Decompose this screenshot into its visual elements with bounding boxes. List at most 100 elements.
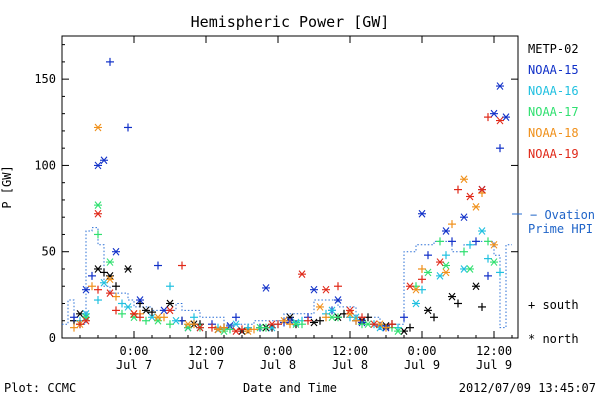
point-north-d2 <box>286 313 294 322</box>
point-south <box>484 113 492 122</box>
point-north <box>460 175 468 184</box>
point-south <box>100 268 108 277</box>
point-north-d2 <box>442 268 450 277</box>
point-north <box>370 320 378 329</box>
point-south <box>484 271 492 280</box>
point-north-d2 <box>334 296 342 304</box>
point-south <box>448 237 456 246</box>
point-south <box>94 296 102 305</box>
x-tick-date-label: Jul 7 <box>116 358 152 372</box>
legend-entry-noaa-16: NOAA-16 <box>528 84 579 98</box>
point-north-d2 <box>460 213 468 222</box>
point-north-d2 <box>82 313 90 322</box>
point-north-d2 <box>268 323 276 332</box>
point-north-d2 <box>106 272 114 280</box>
plot-frame <box>61 35 519 339</box>
point-north-d2 <box>442 261 450 270</box>
legend-entry-noaa-19: NOAA-19 <box>528 147 579 161</box>
point-north-d2 <box>184 320 192 329</box>
point-north-d2 <box>262 284 270 292</box>
point-north-d2 <box>106 258 114 266</box>
point-north-d2 <box>406 282 414 291</box>
point-north-d2 <box>112 247 120 256</box>
point-north <box>280 316 288 325</box>
point-south <box>286 320 294 329</box>
point-north <box>322 285 330 294</box>
point-south <box>454 299 462 308</box>
point-south <box>88 271 96 280</box>
x-tick-time-label: 12:00 <box>476 344 512 358</box>
point-north-d2 <box>94 209 102 218</box>
point-north-d2 <box>496 116 504 125</box>
point-north-d2 <box>214 325 222 334</box>
point-north <box>154 313 162 322</box>
point-south <box>418 264 426 273</box>
point-north <box>232 320 240 329</box>
point-north-d2 <box>136 296 144 304</box>
point-north-d2 <box>292 320 300 329</box>
point-north-d2 <box>94 201 102 209</box>
x-tick-date-label: Jul 8 <box>260 358 296 372</box>
point-south <box>406 323 414 332</box>
legend-south: + south <box>528 298 579 312</box>
point-north-d2 <box>244 327 252 335</box>
point-south <box>226 325 234 334</box>
point-north-d2 <box>412 285 420 294</box>
point-south <box>430 313 438 322</box>
point-north <box>262 284 270 292</box>
point-south <box>250 325 258 334</box>
point-north <box>466 265 474 273</box>
x-tick-date-label: Jul 8 <box>332 358 368 372</box>
point-south <box>208 323 216 332</box>
point-north <box>256 323 264 332</box>
x-tick-time-label: 12:00 <box>188 344 224 358</box>
point-north-d2 <box>364 320 372 329</box>
point-north-d2 <box>310 318 318 327</box>
point-north-d2 <box>268 320 276 329</box>
point-north-d2 <box>394 327 402 335</box>
point-north-d2 <box>82 309 90 318</box>
ovation-layer <box>62 227 512 329</box>
x-tick-time-label: 0:00 <box>264 344 293 358</box>
point-north <box>232 327 240 335</box>
plot-credit: Plot: CCMC <box>4 381 76 395</box>
point-north <box>436 258 444 266</box>
point-north-d2 <box>472 282 480 291</box>
point-south <box>94 285 102 294</box>
point-north <box>106 258 114 266</box>
point-north <box>334 296 342 304</box>
point-south <box>382 323 390 332</box>
point-north <box>316 303 324 311</box>
point-south <box>136 313 144 322</box>
point-north-d2 <box>100 156 108 165</box>
point-north <box>328 306 336 315</box>
point-south <box>448 220 456 229</box>
point-north <box>244 327 252 335</box>
point-north-d2 <box>100 278 108 287</box>
point-south <box>454 185 462 194</box>
point-south <box>94 230 102 239</box>
point-north-d2 <box>376 320 384 329</box>
point-south <box>496 144 504 153</box>
point-north-d2 <box>496 82 504 90</box>
point-north-d2 <box>346 306 354 315</box>
point-north-d2 <box>436 258 444 266</box>
point-north <box>466 192 474 201</box>
legend-entry-noaa-15: NOAA-15 <box>528 63 579 77</box>
point-north-d2 <box>322 285 330 294</box>
point-north-d2 <box>424 306 432 315</box>
point-south <box>472 237 480 246</box>
point-north-d2 <box>328 306 336 315</box>
point-north-d2 <box>82 285 90 294</box>
point-north <box>142 306 150 315</box>
point-north <box>214 325 222 334</box>
point-north <box>94 161 102 170</box>
point-south <box>418 275 426 284</box>
point-north-d2 <box>124 303 132 311</box>
ovation-hpi-line <box>62 227 512 329</box>
x-tick-time-label: 12:00 <box>332 344 368 358</box>
point-south <box>166 282 174 291</box>
point-south <box>118 299 126 308</box>
x-tick-date-label: Jul 9 <box>476 358 512 372</box>
point-north-d2 <box>82 316 90 325</box>
